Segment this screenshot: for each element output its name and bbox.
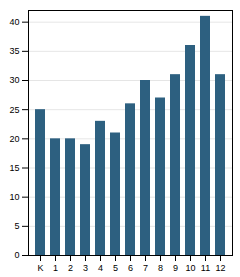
svg-text:9: 9 <box>173 263 178 273</box>
svg-text:5: 5 <box>113 263 118 273</box>
svg-text:35: 35 <box>9 46 19 56</box>
svg-text:10: 10 <box>185 263 195 273</box>
svg-text:8: 8 <box>158 263 163 273</box>
svg-text:15: 15 <box>9 163 19 173</box>
svg-text:40: 40 <box>9 17 19 27</box>
svg-text:11: 11 <box>201 263 210 273</box>
svg-text:20: 20 <box>9 134 19 144</box>
svg-text:12: 12 <box>215 263 225 273</box>
svg-text:K: K <box>37 263 43 273</box>
svg-text:30: 30 <box>9 75 19 85</box>
svg-text:6: 6 <box>128 263 133 273</box>
svg-text:3: 3 <box>83 263 88 273</box>
svg-text:10: 10 <box>9 192 19 202</box>
svg-text:0: 0 <box>14 250 19 260</box>
svg-text:1: 1 <box>53 263 58 273</box>
svg-text:25: 25 <box>9 105 19 115</box>
svg-text:2: 2 <box>68 263 73 273</box>
svg-text:7: 7 <box>143 263 148 273</box>
svg-text:4: 4 <box>98 263 103 273</box>
svg-text:5: 5 <box>14 221 19 231</box>
